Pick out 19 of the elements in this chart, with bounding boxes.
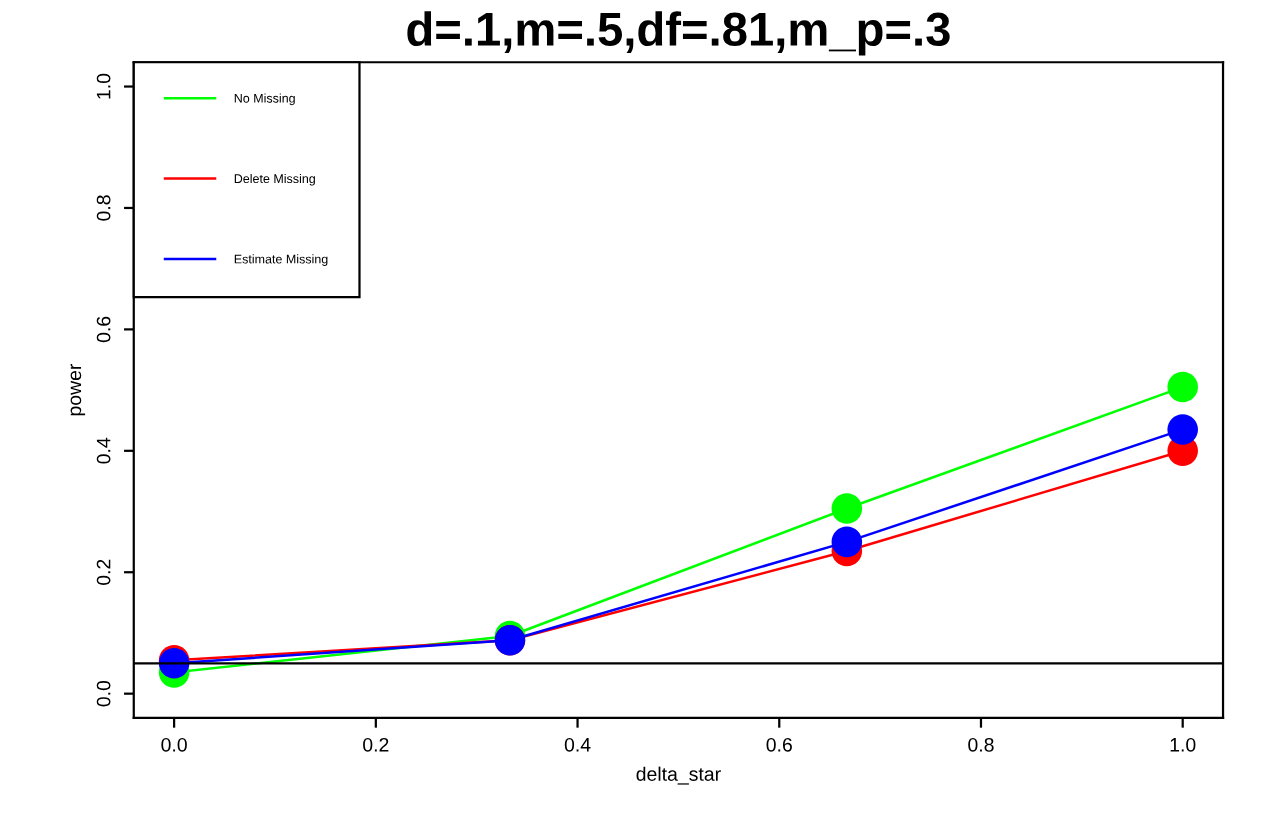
- y-tick-label: 0.8: [96, 195, 111, 221]
- y-tick-label: 0.2: [96, 559, 111, 585]
- point: [831, 493, 863, 524]
- point: [1167, 414, 1198, 445]
- point: [1167, 371, 1198, 403]
- x-tick-label: 0.8: [968, 737, 994, 752]
- chart-title: d=.1,m=.5,df=.81,m_p=.3: [407, 11, 950, 56]
- x-tick-label: 0.0: [161, 737, 187, 752]
- point: [831, 526, 863, 558]
- x-tick-label: 1.0: [1170, 737, 1196, 752]
- y-tick-label: 0.4: [96, 437, 111, 464]
- y-tick-label: 0.6: [96, 316, 111, 343]
- x-axis-title: delta_star: [636, 766, 721, 785]
- x-tick-label: 0.6: [766, 737, 792, 752]
- y-tick-label: 1.0: [96, 73, 111, 99]
- y-axis-title: power: [70, 363, 86, 416]
- x-tick-label: 0.2: [363, 737, 389, 752]
- x-tick-label: 0.4: [564, 737, 591, 752]
- y-tick-label: 0.0: [96, 680, 111, 707]
